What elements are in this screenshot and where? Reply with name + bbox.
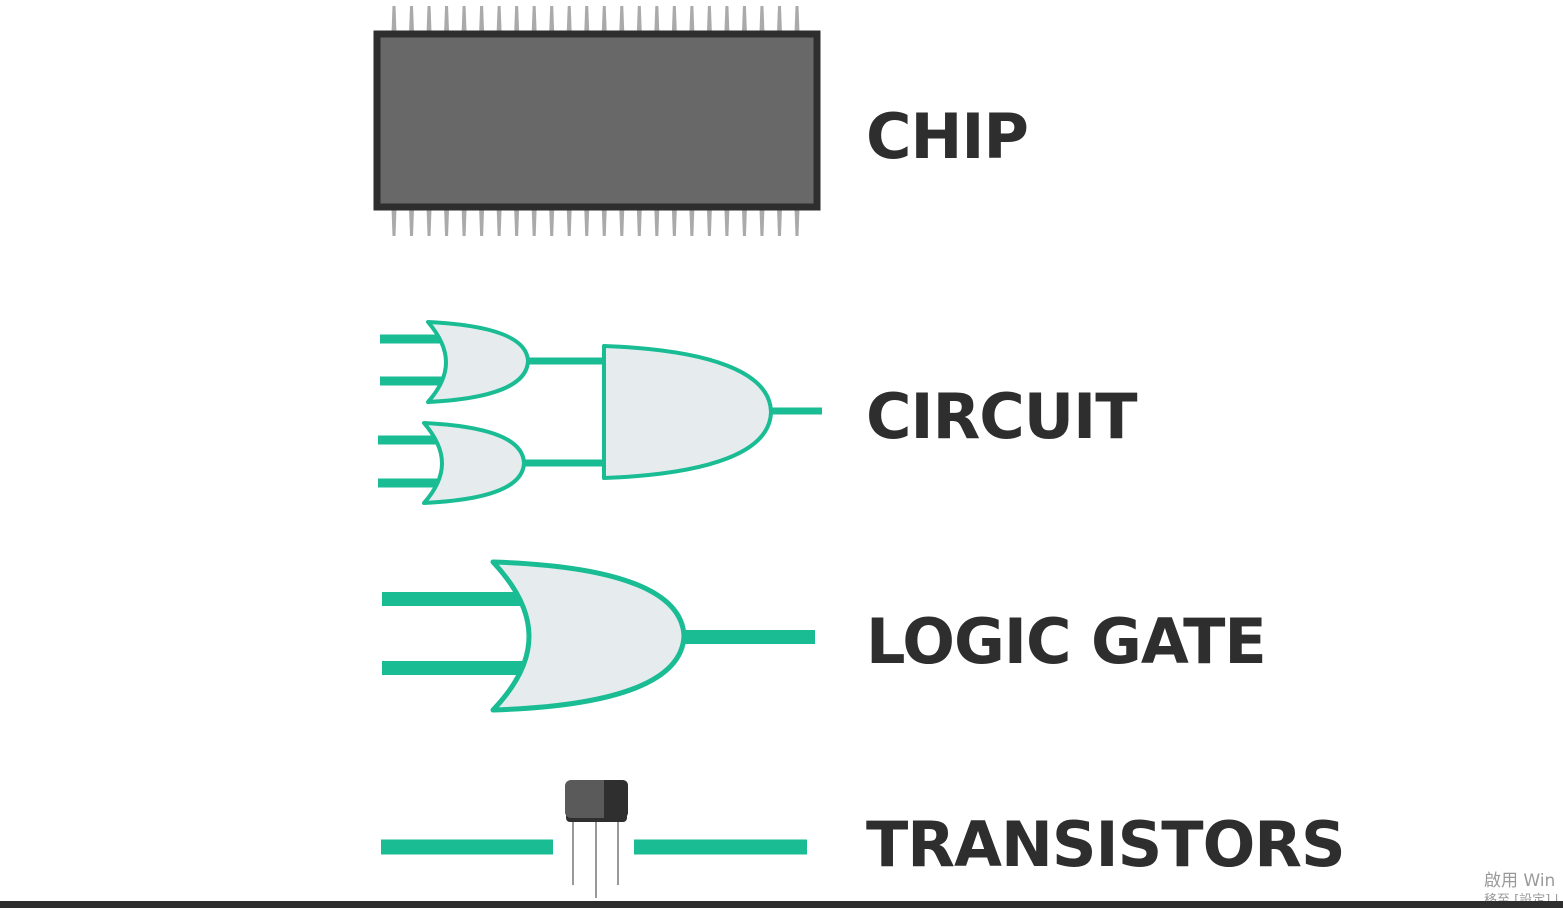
chip-pin [759, 208, 765, 236]
chip-pin [689, 208, 695, 236]
chip-pin [776, 208, 782, 236]
chip-pin [391, 208, 397, 236]
chip-pin [444, 208, 450, 236]
chip-pin [654, 6, 660, 33]
chip-pin [601, 6, 607, 33]
chip-pin [409, 6, 415, 33]
chip-pin [549, 208, 555, 236]
chip-pin [479, 208, 485, 236]
chip-pin [794, 6, 800, 33]
chip-icon [373, 6, 821, 236]
chip-pin [496, 208, 502, 236]
chip-pin [776, 6, 782, 33]
chip-pin [706, 208, 712, 236]
chip-pin [741, 208, 747, 236]
chip-pin [724, 6, 730, 33]
logic-gate-label: LOGIC GATE [866, 605, 1267, 678]
and-gate-icon [602, 344, 773, 480]
chip-pin [671, 208, 677, 236]
chip-pin [671, 6, 677, 33]
or-gate-icon [490, 559, 687, 713]
chip-pin [584, 6, 590, 33]
chip-pin [409, 208, 415, 236]
chip-pin [566, 6, 572, 33]
transistor-icon [381, 780, 807, 898]
chip-pin [794, 208, 800, 236]
chip-pin [636, 6, 642, 33]
chip-pins-top [391, 6, 800, 33]
chip-pin [619, 208, 625, 236]
chip-pin [531, 6, 537, 33]
transistors-label: TRANSISTORS [866, 808, 1346, 881]
small-or-gate-icon [422, 421, 526, 505]
circuit-icon [378, 320, 822, 505]
chip-pin [706, 6, 712, 33]
chip-pin [461, 6, 467, 33]
chip-pin [496, 6, 502, 33]
chip-pin [514, 6, 520, 33]
chip-label: CHIP [866, 100, 1029, 173]
chip-pin [461, 208, 467, 236]
chip-pin [584, 208, 590, 236]
chip-pin [426, 208, 432, 236]
activation-watermark-line1: 啟用 Win [1484, 871, 1556, 891]
chip-pin [601, 208, 607, 236]
chip-body [373, 30, 821, 211]
chip-pin [654, 208, 660, 236]
small-or-gate-icon [426, 320, 530, 404]
chip-pin [689, 6, 695, 33]
chip-pin [444, 6, 450, 33]
chip-pin [426, 6, 432, 33]
chip-pin [724, 208, 730, 236]
chip-pin [619, 6, 625, 33]
chip-pin [391, 6, 397, 33]
logic-gate-icon [382, 559, 815, 713]
chip-pin [531, 208, 537, 236]
chip-pin [759, 6, 765, 33]
chip-pin [479, 6, 485, 33]
chip-pin [636, 208, 642, 236]
chip-pins-bottom [391, 208, 800, 236]
circuit-label: CIRCUIT [866, 380, 1138, 453]
bottom-edge-bar [0, 901, 1563, 908]
chip-pin [566, 208, 572, 236]
chip-pin [549, 6, 555, 33]
chip-pin [514, 208, 520, 236]
transistor-body-shade [604, 780, 628, 818]
chip-pin [741, 6, 747, 33]
